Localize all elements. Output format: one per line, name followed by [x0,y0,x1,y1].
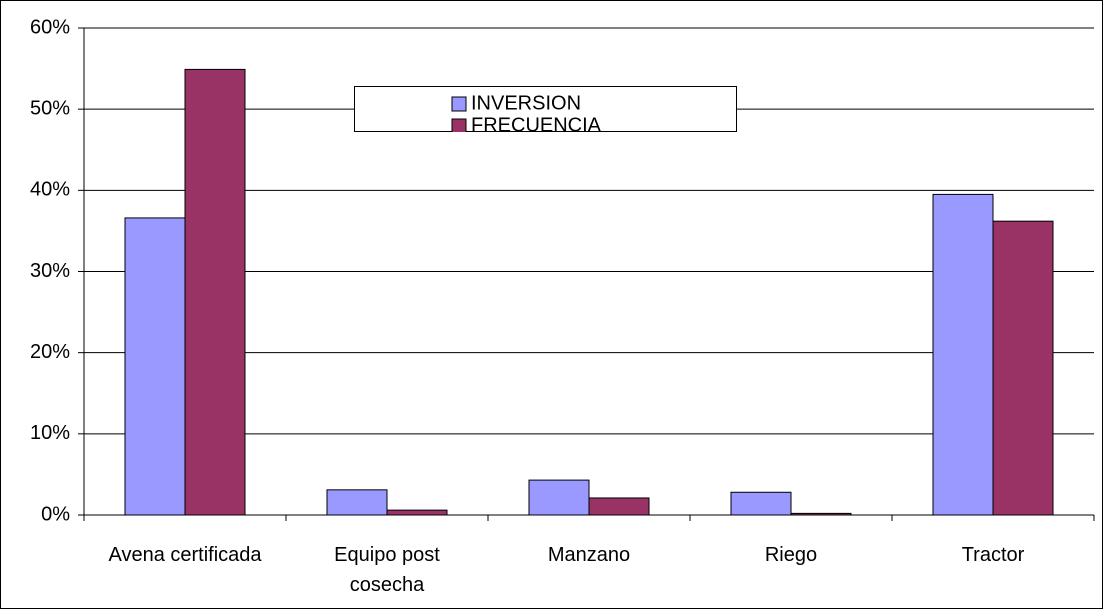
bar [730,491,792,516]
y-tick-label: 0% [41,503,70,525]
legend-label: FRECUENCIA [471,114,602,136]
legend-label: INVERSION [471,92,581,114]
y-tick-label: 30% [30,260,70,282]
legend-swatch [451,118,467,132]
bar [992,220,1054,516]
bar [326,489,388,516]
x-tick-label: Equipo post cosecha [334,544,440,596]
legend-swatch [451,96,467,112]
y-tick-label: 10% [30,422,70,444]
x-tick-label: Riego [764,544,818,566]
bar [932,193,994,516]
bar [588,497,650,516]
bar [386,509,448,516]
x-tick-label: Manzano [547,544,631,566]
legend-box [354,86,737,132]
bar [528,479,590,516]
x-tick-label: Avena certificada [108,544,262,566]
y-tick-label: 50% [30,97,70,119]
y-tick-label: 40% [30,179,70,201]
bar [124,217,186,516]
bar [790,512,852,516]
x-tick-label: Tractor [961,544,1025,566]
bar [184,68,246,516]
y-tick-label: 20% [30,341,70,363]
y-tick-label: 60% [30,16,70,38]
